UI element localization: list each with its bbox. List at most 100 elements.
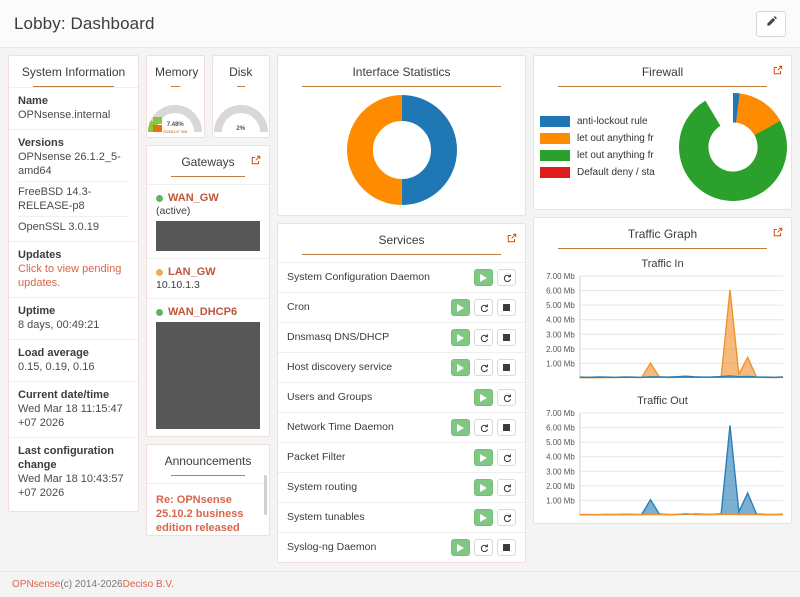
legend-item[interactable]: Default deny / sta: [540, 167, 675, 178]
stop-icon: [503, 544, 510, 551]
edit-dashboard-button[interactable]: [756, 10, 786, 37]
panel-header: Announcements: [147, 445, 269, 476]
restart-icon: [480, 423, 488, 432]
external-link-icon[interactable]: [773, 227, 783, 237]
service-actions: [474, 389, 516, 406]
panel-header: Gateways: [147, 146, 269, 177]
service-row: Dnsmasq DNS/DHCP: [278, 322, 525, 352]
service-row: Network Time Daemon: [278, 412, 525, 442]
traffic-in-chart[interactable]: 1.00 Mb 2.00 Mb 3.00 Mb 4.00 Mb 5.00 Mb 6.00 …: [534, 272, 791, 386]
service-actions: [474, 449, 516, 466]
service-row: Packet Filter: [278, 442, 525, 472]
service-stop-button[interactable]: [497, 359, 516, 376]
service-start-button[interactable]: [474, 479, 493, 496]
service-start-button[interactable]: [451, 539, 470, 556]
service-start-button[interactable]: [451, 329, 470, 346]
play-icon: [480, 453, 487, 462]
service-restart-button[interactable]: [497, 389, 516, 406]
service-restart-button[interactable]: [474, 419, 493, 436]
row-label: Last configuration change: [18, 445, 114, 471]
memory-percent: 7.48%: [166, 122, 184, 128]
external-link-icon[interactable]: [251, 155, 261, 165]
traffic-out-title: Traffic Out: [637, 395, 688, 407]
pencil-icon: [765, 15, 778, 33]
y-tick-label: 2.00 Mb: [546, 482, 575, 491]
panel-title: Memory: [155, 65, 199, 79]
panel-system-information: System Information Name OPNsense.interna…: [8, 55, 139, 512]
service-restart-button[interactable]: [474, 539, 493, 556]
row-label: Load average: [18, 347, 89, 359]
y-tick-label: 6.00 Mb: [546, 424, 575, 433]
legend-item[interactable]: let out anything fr: [540, 133, 675, 144]
gateway-item[interactable]: WAN_DHCP6: [147, 298, 269, 436]
service-restart-button[interactable]: [474, 329, 493, 346]
title-underline: [302, 254, 501, 255]
restart-icon: [480, 333, 488, 342]
external-link-icon[interactable]: [507, 233, 517, 243]
stop-icon: [503, 424, 510, 431]
interface-statistics-donut[interactable]: [278, 87, 525, 215]
service-restart-button[interactable]: [497, 509, 516, 526]
footer-company: Deciso B.V.: [122, 579, 174, 590]
y-tick-label: 7.00 Mb: [546, 409, 575, 418]
service-start-button[interactable]: [451, 299, 470, 316]
gateway-name: LAN_GW: [168, 266, 216, 278]
row-value: 8 days, 00:49:21: [18, 319, 100, 331]
gateway-item[interactable]: WAN_GW (active): [147, 184, 269, 258]
gateway-item[interactable]: LAN_GW 10.10.1.3: [147, 258, 269, 298]
memory-gauge-legend: [153, 117, 162, 133]
firewall-donut-chart[interactable]: [679, 93, 787, 201]
play-icon: [457, 303, 464, 312]
title-underline: [236, 86, 245, 87]
legend-item[interactable]: anti-lockout rule: [540, 116, 675, 127]
panel-memory: Memory 7.48% 603/8147 MB: [146, 55, 205, 138]
panel-services: Services System Configuration Daemon Cron…: [277, 223, 526, 563]
panel-header: Services: [278, 224, 525, 255]
row-value: Wed Mar 18 10:43:57 +07 2026: [18, 473, 124, 499]
service-restart-button[interactable]: [474, 299, 493, 316]
service-restart-button[interactable]: [497, 479, 516, 496]
service-restart-button[interactable]: [497, 269, 516, 286]
y-tick-label: 7.00 Mb: [546, 272, 575, 281]
firewall-legend: anti-lockout rule let out anything fr let …: [540, 110, 675, 184]
service-start-button[interactable]: [474, 269, 493, 286]
service-start-button[interactable]: [474, 509, 493, 526]
service-start-button[interactable]: [474, 389, 493, 406]
service-start-button[interactable]: [451, 359, 470, 376]
system-row-updates: Updates Click to view pending updates.: [9, 241, 138, 297]
announcements-scrollbar[interactable]: [264, 475, 267, 515]
system-row-load-average: Load average 0.15, 0.19, 0.16: [9, 339, 138, 381]
play-icon: [480, 393, 487, 402]
service-name: Cron: [287, 301, 310, 313]
service-stop-button[interactable]: [497, 539, 516, 556]
service-start-button[interactable]: [474, 449, 493, 466]
service-stop-button[interactable]: [497, 299, 516, 316]
service-stop-button[interactable]: [497, 329, 516, 346]
panel-traffic-graph: Traffic Graph Traffic In 1.00 Mb 2.00 Mb 3…: [533, 217, 792, 524]
stop-icon: [503, 334, 510, 341]
y-tick-label: 5.00 Mb: [546, 301, 575, 310]
service-stop-button[interactable]: [497, 419, 516, 436]
memory-used-chip: [153, 117, 162, 124]
pending-updates-link[interactable]: Click to view pending updates.: [18, 263, 122, 289]
service-start-button[interactable]: [451, 419, 470, 436]
panel-header: Traffic Graph: [534, 218, 791, 249]
service-actions: [451, 299, 516, 316]
service-restart-button[interactable]: [497, 449, 516, 466]
service-restart-button[interactable]: [474, 359, 493, 376]
series-line: [579, 375, 784, 378]
panel-header: System Information: [9, 56, 138, 87]
restart-icon: [480, 303, 488, 312]
restart-icon: [503, 513, 511, 522]
gateway-name-row: WAN_GW: [156, 192, 260, 204]
series-area: [579, 425, 784, 515]
announcement-link[interactable]: Re: OPNsense 25.10.2 business edition re…: [156, 494, 244, 534]
service-actions: [474, 479, 516, 496]
firewall-chart-area: anti-lockout rule let out anything fr let …: [534, 87, 791, 209]
traffic-in-title: Traffic In: [641, 258, 684, 270]
legend-item[interactable]: let out anything fr: [540, 150, 675, 161]
traffic-out-chart[interactable]: 1.00 Mb 2.00 Mb 3.00 Mb 4.00 Mb 5.00 Mb 6.00 …: [534, 409, 791, 523]
external-link-icon[interactable]: [773, 65, 783, 75]
row-value: OPNsense 26.1.2_5-amd64: [18, 151, 121, 177]
row-value: Wed Mar 18 11:15:47 +07 2026: [18, 403, 123, 429]
